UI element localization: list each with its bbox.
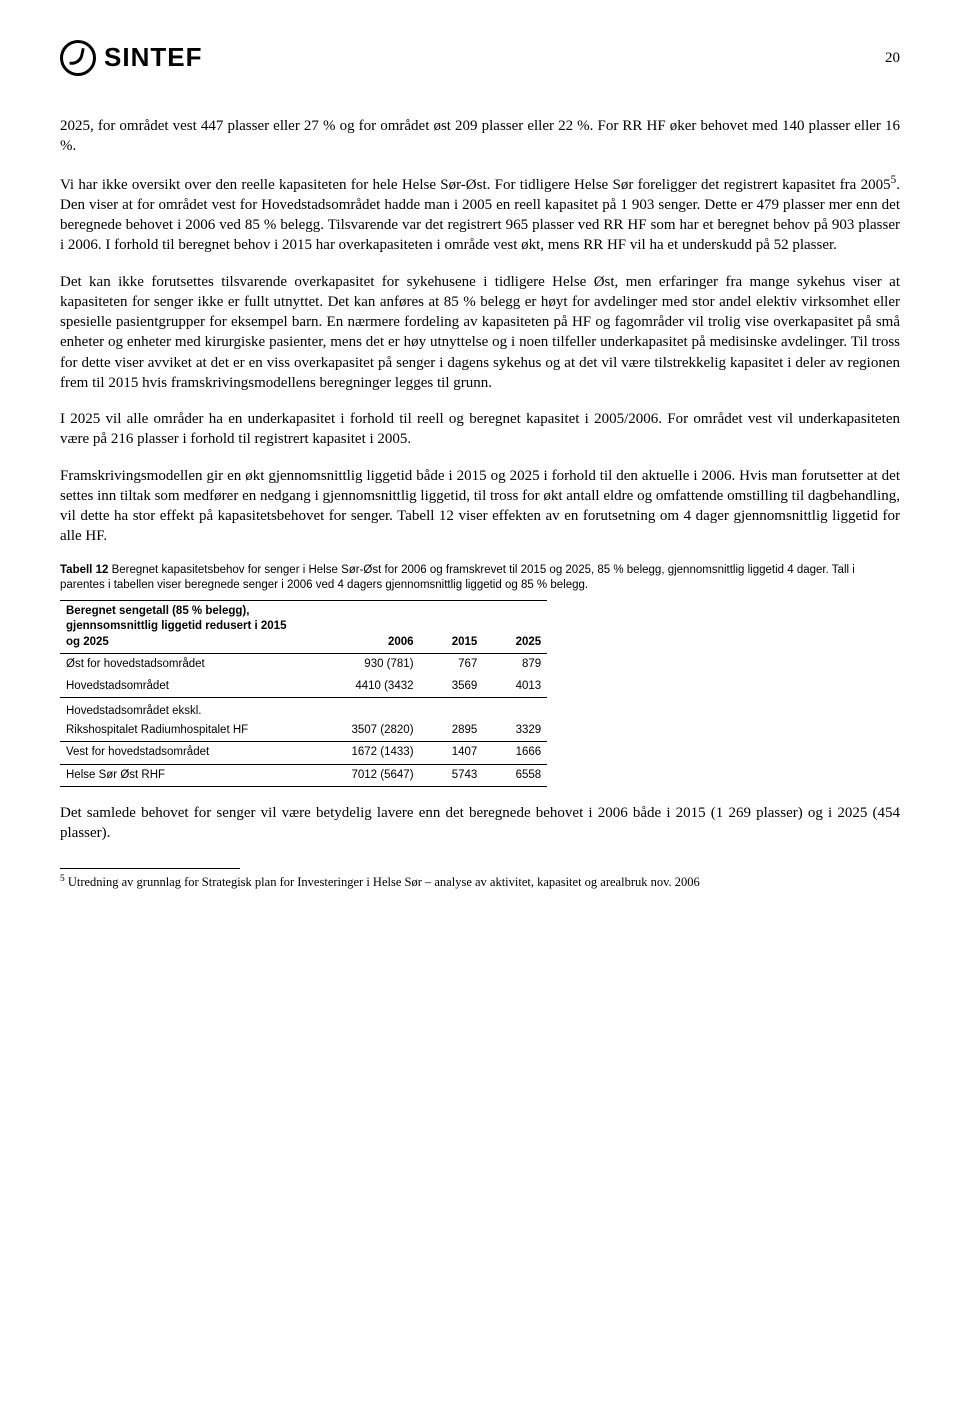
table-row: Rikshospitalet Radiumhospitalet HF 3507 … <box>60 720 547 742</box>
cell: 6558 <box>483 764 547 787</box>
table-col-header: 2025 <box>483 600 547 654</box>
cell: 3329 <box>483 720 547 742</box>
row-label: Helse Sør Øst RHF <box>60 764 294 787</box>
row-label: Rikshospitalet Radiumhospitalet HF <box>60 720 294 742</box>
table-header-row: Beregnet sengetall (85 % belegg), gjenns… <box>60 600 547 654</box>
brand-logo: SINTEF <box>60 40 202 76</box>
table-caption-text: Beregnet kapasitetsbehov for senger i He… <box>60 564 855 592</box>
table-row: Vest for hovedstadsområdet 1672 (1433) 1… <box>60 742 547 765</box>
row-label: Hovedstadsområdet <box>60 676 294 698</box>
body-paragraph: I 2025 vil alle områder ha en underkapas… <box>60 409 900 450</box>
cell: 7012 (5647) <box>294 764 420 787</box>
row-label: Øst for hovedstadsområdet <box>60 654 294 676</box>
capacity-table: Beregnet sengetall (85 % belegg), gjenns… <box>60 600 547 788</box>
page-header: SINTEF 20 <box>60 40 900 76</box>
body-paragraph: Vi har ikke oversikt over den reelle kap… <box>60 173 900 256</box>
cell: 1407 <box>420 742 484 765</box>
table-caption-label: Tabell 12 <box>60 564 108 576</box>
page-number: 20 <box>885 48 900 68</box>
footnote-text: Utredning av grunnlag for Strategisk pla… <box>65 875 700 889</box>
cell: 3507 (2820) <box>294 720 420 742</box>
cell: 3569 <box>420 676 484 698</box>
cell: 4013 <box>483 676 547 698</box>
cell: 930 (781) <box>294 654 420 676</box>
paragraph-text-a: Vi har ikke oversikt over den reelle kap… <box>60 177 891 193</box>
brand-name: SINTEF <box>104 40 202 75</box>
body-paragraph: Framskrivingsmodellen gir en økt gjennom… <box>60 466 900 547</box>
cell: 2895 <box>420 720 484 742</box>
section-label: Hovedstadsområdet ekskl. <box>60 698 547 720</box>
table-row: Hovedstadsområdet 4410 (3432 3569 4013 <box>60 676 547 698</box>
cell: 5743 <box>420 764 484 787</box>
table-col-header: 2015 <box>420 600 484 654</box>
table-row: Helse Sør Øst RHF 7012 (5647) 5743 6558 <box>60 764 547 787</box>
row-label: Vest for hovedstadsområdet <box>60 742 294 765</box>
cell: 1672 (1433) <box>294 742 420 765</box>
cell: 879 <box>483 654 547 676</box>
footnote-separator <box>60 868 240 869</box>
cell: 767 <box>420 654 484 676</box>
footnote: 5 Utredning av grunnlag for Strategisk p… <box>60 873 900 890</box>
table-section-row: Hovedstadsområdet ekskl. <box>60 698 547 720</box>
logo-mark-icon <box>60 40 96 76</box>
body-paragraph: Det kan ikke forutsettes tilsvarende ove… <box>60 272 900 394</box>
body-paragraph: 2025, for området vest 447 plasser eller… <box>60 116 900 157</box>
table-col-header: 2006 <box>294 600 420 654</box>
table-caption: Tabell 12 Beregnet kapasitetsbehov for s… <box>60 563 900 594</box>
table-head-label: Beregnet sengetall (85 % belegg), gjenns… <box>60 600 294 654</box>
table-row: Øst for hovedstadsområdet 930 (781) 767 … <box>60 654 547 676</box>
cell: 1666 <box>483 742 547 765</box>
body-paragraph: Det samlede behovet for senger vil være … <box>60 803 900 844</box>
cell: 4410 (3432 <box>294 676 420 698</box>
